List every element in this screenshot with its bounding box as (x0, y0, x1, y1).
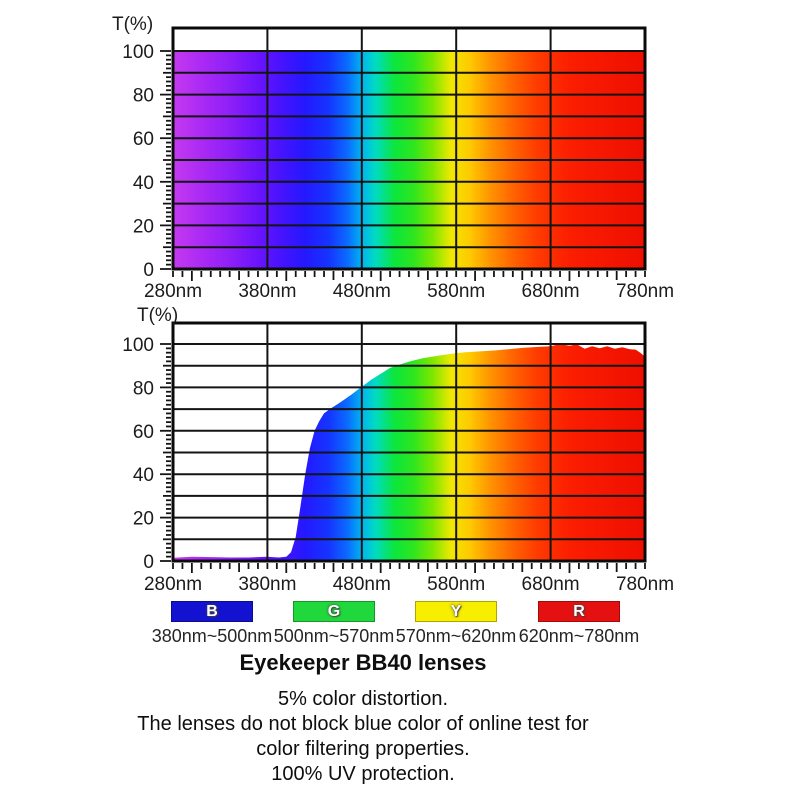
plot-frame (171, 321, 647, 563)
axis-unit-label: T(%) (112, 14, 153, 35)
legend-letter: R (573, 602, 585, 620)
x-tick-label: 280nm (144, 281, 202, 302)
legend-swatch-b: B (171, 601, 253, 622)
axis-unit-label: T(%) (137, 305, 178, 326)
y-tick-label: 80 (133, 86, 154, 107)
legend-range-label: 620nm~780nm (518, 626, 640, 646)
legend-swatch-y: Y (415, 601, 497, 622)
legend-range-label: 500nm~570nm (273, 626, 395, 646)
caption-lines: 5% color distortion. The lenses do not bl… (13, 687, 713, 787)
x-tick-label: 780nm (616, 574, 674, 595)
y-tick-label: 0 (143, 552, 154, 573)
legend-range-label: 380nm~500nm (151, 626, 273, 646)
y-tick-label: 60 (133, 422, 154, 443)
y-tick-label: 40 (133, 173, 154, 194)
caption-line: 5% color distortion. (277, 688, 449, 710)
caption-line: The lenses do not block blue color of on… (137, 713, 589, 735)
y-tick-label: 20 (133, 509, 154, 530)
x-tick-label: 380nm (238, 281, 296, 302)
product-title: Eyekeeper BB40 lenses (239, 650, 487, 675)
x-tick-label: 480nm (333, 281, 391, 302)
caption-block: Eyekeeper BB40 lenses 5% color distortio… (13, 650, 713, 787)
lens-transmission-chart: 0 20 40 60 80 100 280nm 380nm 480nm 580nm 680nm 780… (122, 305, 674, 595)
legend-item-y: Y 570nm~620nm (381, 601, 531, 647)
plot-frame (171, 26, 647, 271)
y-tick-label: 60 (133, 129, 154, 150)
y-tick-label: 100 (122, 335, 154, 356)
x-tick-label: 580nm (427, 574, 485, 595)
color-band-legend: B 380nm~500nm G 500nm~570nm Y 570nm~620nm R 620… (0, 601, 800, 647)
legend-item-b: B 380nm~500nm (137, 601, 287, 647)
legend-swatch-r: R (538, 601, 620, 622)
x-tick-label: 280nm (144, 574, 202, 595)
x-tick-label: 680nm (522, 281, 580, 302)
caption-line: 100% UV protection. (271, 763, 455, 785)
y-tick-label: 20 (133, 216, 154, 237)
x-tick-label: 580nm (427, 281, 485, 302)
transmission-spectrum-charts: 0 20 40 60 80 100 280nm 380nm 480nm 580nm 680nm 780… (112, 14, 674, 595)
y-tick-label: 0 (143, 260, 154, 281)
spectrum-band-chart: 0 20 40 60 80 100 280nm 380nm 480nm 580nm 680nm 780… (112, 14, 674, 302)
legend-letter: B (206, 602, 218, 620)
caption-line: color filtering properties. (256, 738, 470, 760)
y-tick-label: 80 (133, 378, 154, 399)
x-tick-label: 680nm (522, 574, 580, 595)
legend-item-g: G 500nm~570nm (259, 601, 409, 647)
legend-range-label: 570nm~620nm (395, 626, 517, 646)
y-tick-label: 100 (122, 42, 154, 63)
x-tick-label: 380nm (238, 574, 296, 595)
x-tick-label: 480nm (333, 574, 391, 595)
y-tick-label: 40 (133, 465, 154, 486)
x-tick-label: 780nm (616, 281, 674, 302)
legend-letter: Y (450, 602, 462, 620)
legend-item-r: R 620nm~780nm (504, 601, 654, 647)
legend-swatch-g: G (293, 601, 375, 622)
legend-letter: G (327, 602, 341, 620)
